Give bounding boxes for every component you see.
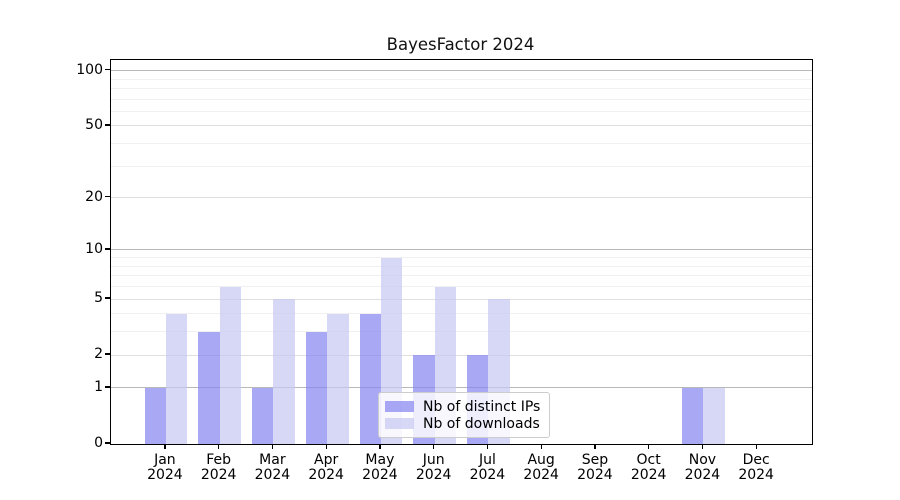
y-tick-label: 10	[0, 241, 103, 257]
gridline-minor	[111, 266, 812, 267]
x-tick	[756, 444, 757, 449]
x-tick	[594, 444, 595, 449]
x-tick	[326, 444, 327, 449]
x-tick-label: Mar 2024	[242, 453, 302, 484]
bar-ips-nov	[682, 388, 703, 444]
gridline-minor	[111, 286, 812, 287]
x-tick-label: Feb 2024	[189, 453, 249, 484]
x-tick-label: Oct 2024	[619, 453, 679, 484]
gridline-minor	[111, 275, 812, 276]
bar-ips-feb	[198, 332, 219, 444]
x-tick	[541, 444, 542, 449]
y-tick	[105, 442, 110, 443]
plot-area	[110, 59, 813, 445]
gridline-mid	[111, 299, 812, 300]
gridline-minor	[111, 143, 812, 144]
x-tick-label: Nov 2024	[672, 453, 732, 484]
y-tick	[105, 297, 110, 298]
x-tick	[433, 444, 434, 449]
bar-downloads-apr	[327, 314, 348, 444]
gridline-minor	[111, 79, 812, 80]
gridline-minor	[111, 257, 812, 258]
y-tick-label: 50	[0, 117, 103, 133]
legend-swatch-downloads	[385, 418, 414, 429]
y-tick-label: 100	[0, 62, 103, 78]
gridline-minor	[111, 313, 812, 314]
x-tick	[272, 444, 273, 449]
x-tick-label: Apr 2024	[296, 453, 356, 484]
legend-item-distinct-ips: Nb of distinct IPs	[385, 398, 540, 415]
bar-downloads-mar	[273, 299, 294, 444]
y-tick-label: 20	[0, 189, 103, 205]
x-tick-label: Jul 2024	[457, 453, 517, 484]
legend: Nb of distinct IPs Nb of downloads	[378, 392, 550, 438]
x-tick	[702, 444, 703, 449]
gridline-minor	[111, 88, 812, 89]
y-tick-label: 0	[0, 435, 103, 451]
x-tick-label: Sep 2024	[565, 453, 625, 484]
bar-downloads-jan	[166, 314, 187, 444]
y-tick	[105, 69, 110, 70]
y-tick-label: 5	[0, 290, 103, 306]
y-tick	[105, 353, 110, 354]
x-tick-label: Dec 2024	[726, 453, 786, 484]
gridline-mid	[111, 197, 812, 198]
bar-downloads-nov	[703, 388, 724, 444]
y-tick-label: 2	[0, 346, 103, 362]
gridline-minor	[111, 99, 812, 100]
y-tick	[105, 386, 110, 387]
x-tick	[648, 444, 649, 449]
y-tick-label: 1	[0, 379, 103, 395]
x-tick-label: Jun 2024	[404, 453, 464, 484]
bar-ips-apr	[306, 332, 327, 444]
y-tick	[105, 124, 110, 125]
x-tick	[218, 444, 219, 449]
bar-ips-jan	[145, 388, 166, 444]
gridline-major	[111, 70, 812, 71]
chart-title: BayesFactor 2024	[110, 35, 811, 55]
bar-downloads-feb	[220, 287, 241, 444]
legend-label-downloads: Nb of downloads	[423, 416, 540, 432]
gridline-major	[111, 249, 812, 250]
gridline-minor	[111, 111, 812, 112]
y-tick	[105, 196, 110, 197]
chart-figure: BayesFactor 2024 0 1 2 5 10 20 50 100 Jan 2024Fe…	[0, 0, 900, 500]
bar-ips-mar	[252, 388, 273, 444]
legend-item-downloads: Nb of downloads	[385, 415, 540, 432]
legend-label-distinct-ips: Nb of distinct IPs	[423, 399, 540, 415]
x-tick-label: Jan 2024	[135, 453, 195, 484]
x-tick	[487, 444, 488, 449]
x-tick	[164, 444, 165, 449]
x-tick-label: May 2024	[350, 453, 410, 484]
gridline-mid	[111, 125, 812, 126]
gridline-minor	[111, 166, 812, 167]
x-tick	[379, 444, 380, 449]
x-tick-label: Aug 2024	[511, 453, 571, 484]
legend-swatch-distinct-ips	[385, 401, 414, 412]
y-tick	[105, 248, 110, 249]
